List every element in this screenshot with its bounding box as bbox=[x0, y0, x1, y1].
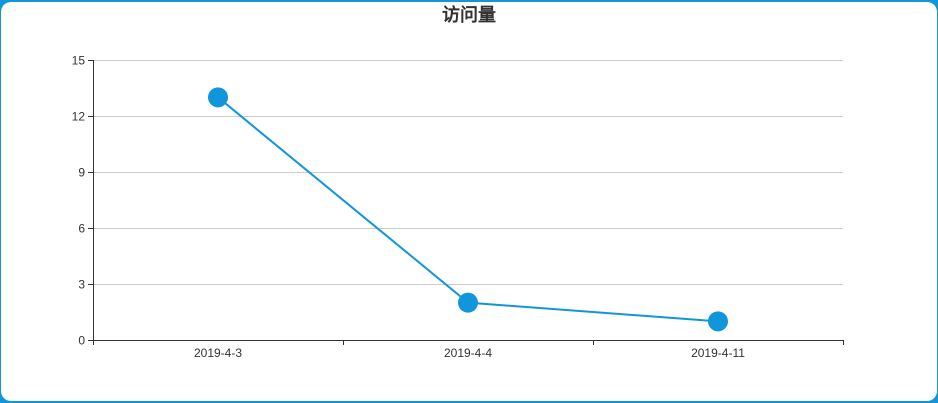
x-tick-label: 2019-4-3 bbox=[194, 346, 242, 360]
data-point bbox=[708, 311, 728, 332]
x-tick-label: 2019-4-11 bbox=[691, 346, 745, 360]
data-point bbox=[458, 292, 478, 313]
y-tick-label: 6 bbox=[78, 222, 85, 236]
y-tick-label: 15 bbox=[72, 54, 86, 68]
tick-labels: 0 3 6 9 12 15 2019-4-3 2019-4-4 2019-4-11 bbox=[72, 54, 746, 361]
y-tick-label: 12 bbox=[72, 110, 86, 124]
x-tick-label: 2019-4-4 bbox=[444, 346, 492, 360]
y-tick-label: 9 bbox=[78, 166, 85, 180]
series-line bbox=[217, 96, 719, 323]
chart-title: 访问量 bbox=[442, 5, 496, 26]
series-visits bbox=[208, 87, 728, 332]
grid-lines bbox=[93, 60, 843, 285]
axes bbox=[88, 60, 844, 345]
data-point bbox=[208, 87, 228, 108]
y-tick-label: 3 bbox=[78, 278, 85, 292]
y-tick-label: 0 bbox=[78, 334, 85, 348]
